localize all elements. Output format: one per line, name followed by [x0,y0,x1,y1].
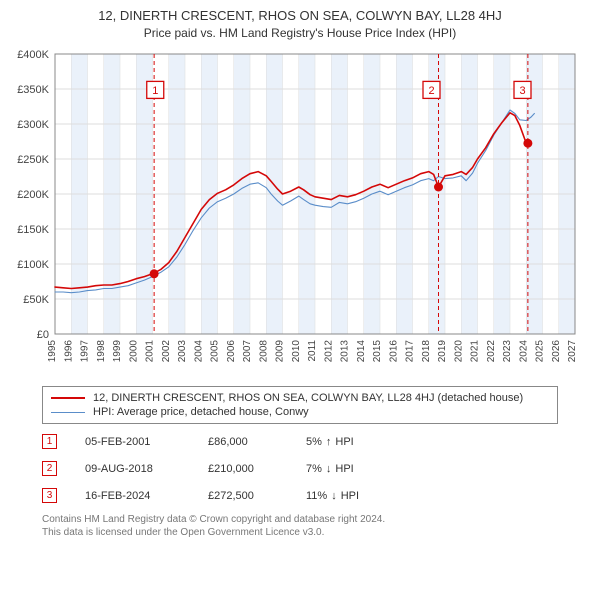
svg-text:2001: 2001 [145,340,156,363]
legend-box: 12, DINERTH CRESCENT, RHOS ON SEA, COLWY… [42,386,558,424]
diff-label: HPI [335,436,353,448]
svg-text:2006: 2006 [226,340,237,363]
diff-label: HPI [335,463,353,475]
chart-container: 12, DINERTH CRESCENT, RHOS ON SEA, COLWY… [0,0,600,590]
footer-line-2: This data is licensed under the Open Gov… [42,526,558,539]
svg-text:1998: 1998 [96,340,107,363]
legend-swatch-1 [51,397,85,399]
legend-label-2: HPI: Average price, detached house, Conw… [93,406,309,418]
svg-text:£200K: £200K [17,189,49,201]
svg-text:2002: 2002 [161,340,172,363]
marker-badge-2: 2 [42,461,57,476]
svg-text:2000: 2000 [128,340,139,363]
svg-text:2017: 2017 [405,340,416,363]
svg-text:2026: 2026 [551,340,562,363]
svg-text:£150K: £150K [17,224,49,236]
diff-pct: 5% [306,436,322,448]
svg-text:£50K: £50K [23,294,49,306]
transaction-price: £210,000 [208,463,278,475]
svg-text:2019: 2019 [437,340,448,363]
transaction-date: 16-FEB-2024 [85,490,180,502]
svg-text:2020: 2020 [453,340,464,363]
svg-text:2016: 2016 [388,340,399,363]
arrow-down-icon: ↓ [326,463,332,475]
svg-text:2018: 2018 [421,340,432,363]
svg-text:1996: 1996 [63,340,74,363]
svg-text:2014: 2014 [356,340,367,363]
arrow-down-icon: ↓ [331,490,337,502]
diff-pct: 7% [306,463,322,475]
svg-text:£0: £0 [37,329,49,341]
svg-text:2008: 2008 [258,340,269,363]
marker-badge-3: 3 [42,488,57,503]
legend-item-1: 12, DINERTH CRESCENT, RHOS ON SEA, COLWY… [51,391,549,405]
svg-text:2023: 2023 [502,340,513,363]
transaction-diff: 7% ↓ HPI [306,463,416,475]
transaction-diff: 5% ↑ HPI [306,436,416,448]
svg-text:£250K: £250K [17,154,49,166]
transaction-row: 2 09-AUG-2018 £210,000 7% ↓ HPI [42,457,558,484]
svg-text:2027: 2027 [567,340,578,363]
chart-svg: £0 £50K £100K £150K £200K £250K £300K £350K £400… [0,46,600,376]
chart-title: 12, DINERTH CRESCENT, RHOS ON SEA, COLWY… [0,0,600,23]
footer-attribution: Contains HM Land Registry data © Crown c… [42,513,558,539]
svg-text:1: 1 [152,85,158,97]
chart-plot-area: £0 £50K £100K £150K £200K £250K £300K £350K £400… [0,46,600,376]
svg-text:1999: 1999 [112,340,123,363]
svg-text:2007: 2007 [242,340,253,363]
transaction-row: 1 05-FEB-2001 £86,000 5% ↑ HPI [42,430,558,457]
svg-text:2004: 2004 [193,340,204,363]
transaction-price: £272,500 [208,490,278,502]
svg-text:2: 2 [428,85,434,97]
transaction-table: 1 05-FEB-2001 £86,000 5% ↑ HPI 2 09-AUG-… [42,430,558,511]
svg-text:£100K: £100K [17,259,49,271]
legend-swatch-2 [51,412,85,413]
svg-text:£350K: £350K [17,84,49,96]
arrow-up-icon: ↑ [326,436,332,448]
footer-line-1: Contains HM Land Registry data © Crown c… [42,513,558,526]
transaction-price: £86,000 [208,436,278,448]
svg-text:2003: 2003 [177,340,188,363]
transaction-diff: 11% ↓ HPI [306,490,416,502]
svg-text:1997: 1997 [80,340,91,363]
svg-text:2011: 2011 [307,340,318,362]
marker-badge-1: 1 [42,434,57,449]
svg-text:1995: 1995 [47,340,58,363]
diff-pct: 11% [306,490,327,502]
svg-text:2005: 2005 [210,340,221,363]
svg-text:2012: 2012 [323,340,334,363]
svg-text:2024: 2024 [518,340,529,363]
svg-text:£400K: £400K [17,49,49,61]
transaction-date: 05-FEB-2001 [85,436,180,448]
svg-text:2022: 2022 [486,340,497,363]
transaction-row: 3 16-FEB-2024 £272,500 11% ↓ HPI [42,484,558,511]
svg-text:2010: 2010 [291,340,302,363]
chart-subtitle: Price paid vs. HM Land Registry's House … [0,23,600,46]
svg-text:£300K: £300K [17,119,49,131]
svg-text:2009: 2009 [275,340,286,363]
svg-text:2021: 2021 [470,340,481,363]
svg-text:2015: 2015 [372,340,383,363]
legend-label-1: 12, DINERTH CRESCENT, RHOS ON SEA, COLWY… [93,392,523,404]
diff-label: HPI [341,490,359,502]
svg-text:2013: 2013 [340,340,351,363]
svg-text:2025: 2025 [535,340,546,363]
legend-item-2: HPI: Average price, detached house, Conw… [51,405,549,419]
svg-text:3: 3 [519,85,525,97]
transaction-date: 09-AUG-2018 [85,463,180,475]
